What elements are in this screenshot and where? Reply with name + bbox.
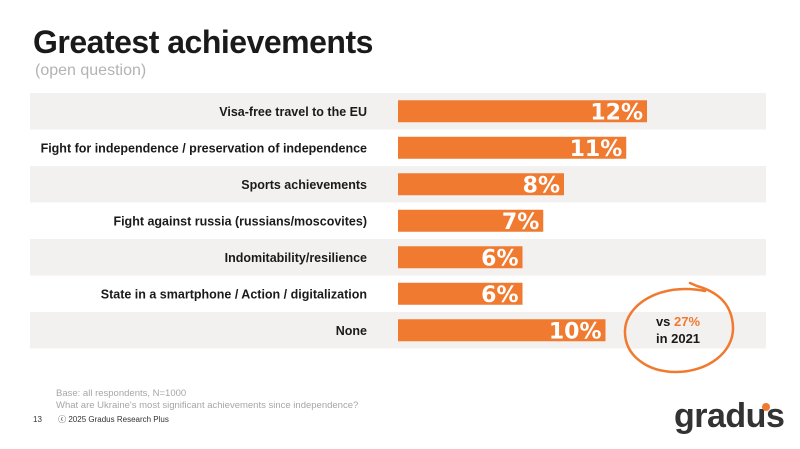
category-label: Indomitability/resilience [225,251,367,265]
page-number: 13 [33,415,42,424]
page-title: Greatest achievements [33,24,373,60]
bar [398,173,564,196]
bar [398,282,523,305]
callout-vs-line: vs 27% [656,314,701,329]
callout-value: 27% [674,314,700,329]
footer: 13 ⓒ 2025 Gradus Research Plus [33,414,183,425]
base-note: Base: all respondents, N=1000 What are U… [56,388,358,412]
category-label: State in a smartphone / Action / digital… [101,287,367,301]
callout-year: in 2021 [656,331,700,346]
category-label: Fight for independence / preservation of… [41,141,367,155]
callout-circle [623,281,735,374]
logo-dot-icon [762,403,770,411]
value-label: 11% [570,137,623,162]
value-label: 6% [481,246,518,271]
value-label: 10% [549,319,602,344]
category-label: Visa-free travel to the EU [219,105,367,119]
comparison-callout: vs 27% in 2021 [623,281,735,374]
callout-prefix: vs [656,314,674,329]
value-label: 6% [481,283,518,308]
value-label: 12% [590,100,643,125]
category-label: Sports achievements [241,178,367,192]
bar [398,100,647,123]
copyright: ⓒ 2025 Gradus Research Plus [58,415,169,424]
category-label: None [336,324,367,338]
bar [398,319,606,342]
bar [398,136,627,159]
value-label: 7% [502,210,539,235]
page-subtitle: (open question) [35,62,147,79]
bar [398,209,544,232]
value-label: 8% [523,173,560,198]
bar [398,246,523,269]
question-text: What are Ukraine's most significant achi… [56,400,359,411]
base-text: Base: all respondents, N=1000 [56,388,187,399]
category-label: Fight against russia (russians/moscovite… [113,214,367,228]
